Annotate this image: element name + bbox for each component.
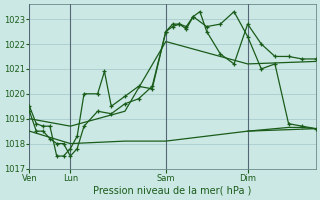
X-axis label: Pression niveau de la mer( hPa ): Pression niveau de la mer( hPa )	[93, 186, 252, 196]
